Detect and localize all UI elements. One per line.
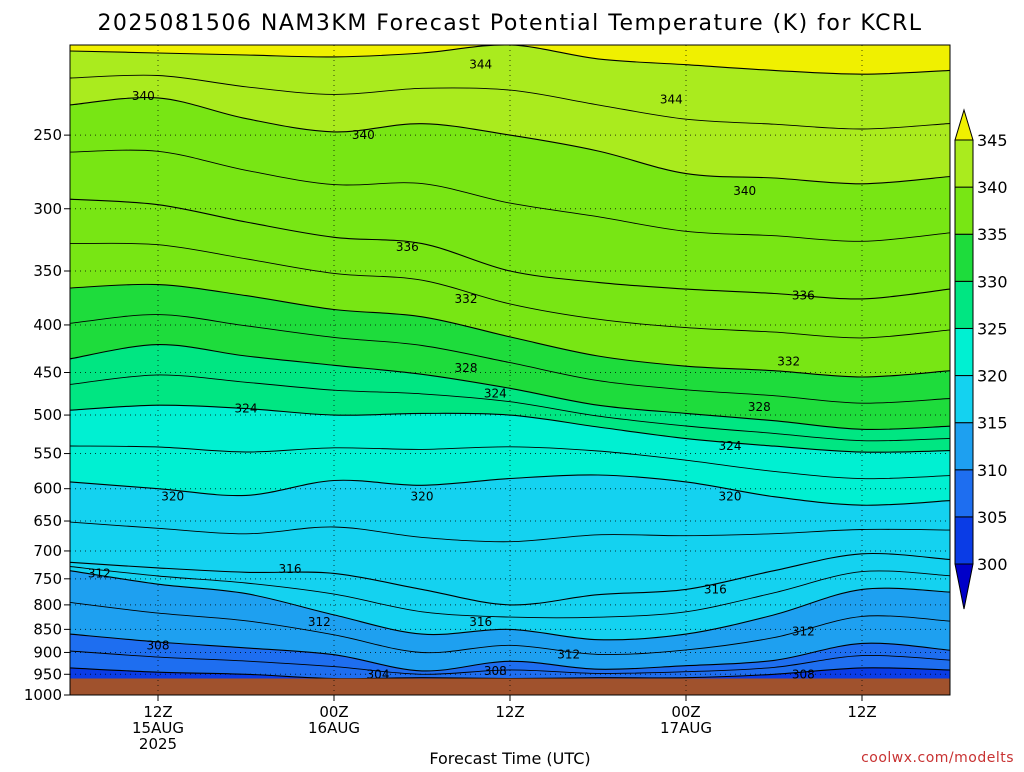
- colorbar-label: 320: [977, 367, 1008, 386]
- x-tick-label: 15AUG: [132, 719, 184, 737]
- contour-label: 316: [704, 582, 727, 596]
- y-tick-label: 550: [33, 445, 62, 463]
- contour-label: 328: [455, 361, 478, 375]
- x-tick-label: 17AUG: [660, 719, 712, 737]
- colorbar-band: [954, 139, 974, 188]
- isotherm-338: [70, 149, 950, 242]
- y-tick-label: 300: [33, 200, 62, 218]
- y-tick-label: 600: [33, 480, 62, 498]
- contour-label: 304: [367, 667, 390, 681]
- colorbar-label: 315: [977, 414, 1008, 433]
- x-tick-label: 12Z: [143, 703, 172, 721]
- colorbar-band: [954, 469, 974, 518]
- colorbar-band: [954, 375, 974, 424]
- y-tick-label: 500: [33, 406, 62, 424]
- isotherm-314: [70, 566, 950, 619]
- y-tick-label: 1000: [24, 686, 62, 704]
- colorbar-label: 325: [977, 319, 1008, 338]
- x-axis-label: Forecast Time (UTC): [429, 749, 590, 768]
- contour-label: 324: [719, 439, 742, 453]
- contour-label: 312: [557, 648, 580, 662]
- colorbar-label: 300: [977, 555, 1008, 574]
- y-tick-label: 950: [33, 665, 62, 683]
- x-tick-label: 12Z: [495, 703, 524, 721]
- y-tick-label: 700: [33, 542, 62, 560]
- colorbar-band: [954, 280, 974, 329]
- colorbar-label: 340: [977, 178, 1008, 197]
- contour-label: 328: [748, 400, 771, 414]
- colorbar-band: [954, 186, 974, 235]
- y-tick-label: 650: [33, 512, 62, 530]
- contour-label: 312: [88, 566, 111, 580]
- contour-label: 320: [719, 490, 742, 504]
- credit-text: coolwx.com/modelts: [861, 750, 1014, 766]
- contour-label: 332: [455, 292, 478, 306]
- contour-label: 316: [469, 615, 492, 629]
- contour-labels: 344 344 340 340 340 336 336 332 332 328 328 324 324 3…: [88, 58, 815, 682]
- contour-label: 324: [484, 387, 507, 401]
- isotherm-306: [70, 650, 950, 675]
- contour-label: 332: [777, 355, 800, 369]
- colorbar-band: [954, 327, 974, 377]
- contour-label: 308: [792, 667, 815, 681]
- isotherm-344: [70, 45, 950, 75]
- contour-label: 344: [469, 58, 492, 72]
- grid-lines: [70, 45, 950, 695]
- filled-contours: [70, 45, 950, 695]
- y-axis: 250 300 350 400 450 500 550 600 650 700 750 800 850 9…: [24, 126, 70, 704]
- contour-label: 320: [411, 490, 434, 504]
- isotherm-308: [70, 633, 950, 672]
- x-tick-label: 00Z: [319, 703, 348, 721]
- contour-label: 336: [396, 240, 419, 254]
- y-tick-label: 450: [33, 364, 62, 382]
- colorbar-label: 310: [977, 461, 1008, 480]
- y-tick-label: 250: [33, 126, 62, 144]
- colorbar-label: 335: [977, 225, 1008, 244]
- y-tick-label: 900: [33, 643, 62, 661]
- colorbar-band: [954, 516, 974, 565]
- isotherm-318: [70, 521, 950, 543]
- colorbar-extend-bottom: [954, 563, 974, 610]
- chart-title: 2025081506 NAM3KM Forecast Potential Tem…: [97, 11, 922, 36]
- contour-label: 308: [147, 639, 170, 653]
- isotherm-330: [70, 314, 950, 404]
- isotherm-320: [70, 474, 950, 506]
- colorbar-band: [954, 422, 974, 471]
- contour-label: 340: [733, 184, 756, 198]
- colorbar-label: 345: [977, 131, 1008, 150]
- contour-label: 308: [484, 664, 507, 678]
- x-tick-label: 2025: [139, 735, 177, 753]
- contour-lines: [70, 45, 950, 680]
- ground-terrain: [70, 678, 950, 695]
- plot-area: 344 344 340 340 340 336 336 332 332 328 328 324 324 3…: [70, 45, 950, 695]
- colorbar-band: [954, 233, 974, 282]
- colorbar-label: 305: [977, 508, 1008, 527]
- y-tick-label: 350: [33, 262, 62, 280]
- contour-label: 340: [132, 89, 155, 103]
- colorbar-label: 330: [977, 272, 1008, 291]
- contour-label: 312: [308, 615, 331, 629]
- contour-label: 344: [660, 93, 683, 107]
- contour-label: 340: [352, 128, 375, 142]
- colorbar-extend-top: [954, 108, 974, 141]
- contour-label: 324: [235, 402, 258, 416]
- contour-label: 320: [161, 490, 184, 504]
- contour-label: 336: [792, 289, 815, 303]
- y-tick-label: 850: [33, 620, 62, 638]
- isotherm-326: [70, 374, 950, 442]
- y-tick-label: 800: [33, 596, 62, 614]
- y-tick-label: 750: [33, 570, 62, 588]
- x-tick-label: 12Z: [847, 703, 876, 721]
- x-tick-label: 16AUG: [308, 719, 360, 737]
- y-tick-label: 400: [33, 316, 62, 334]
- isotherm-322: [70, 445, 950, 480]
- x-tick-label: 00Z: [671, 703, 700, 721]
- colorbar: 300 305 310 315 320 325 330 335 340 345: [954, 108, 1008, 610]
- isotherm-328: [70, 344, 950, 431]
- isotherm-334: [70, 242, 950, 339]
- contour-label: 312: [792, 625, 815, 639]
- contour-label: 316: [279, 562, 302, 576]
